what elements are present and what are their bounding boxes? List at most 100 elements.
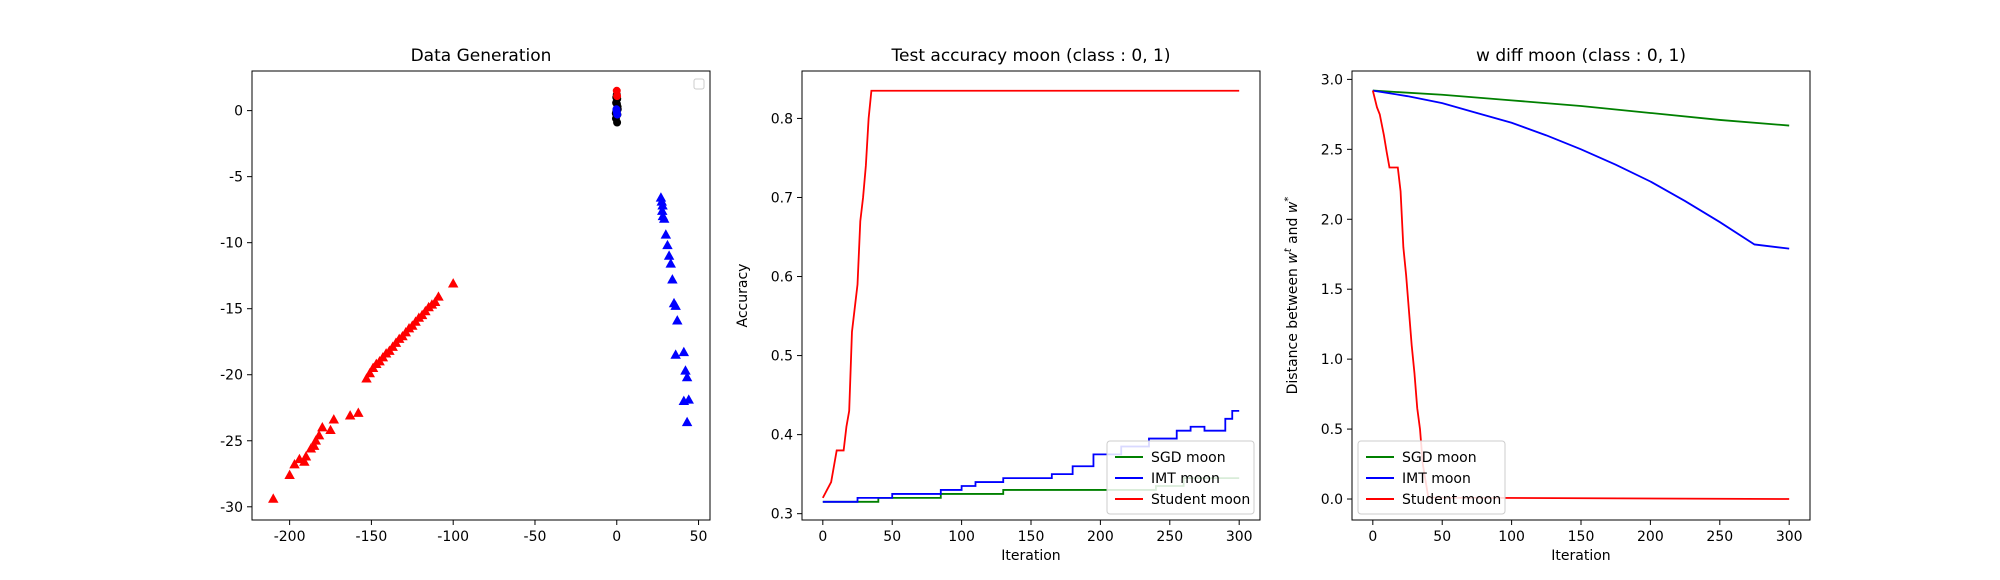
scatter-point-triangle [328, 414, 340, 424]
x-tick-label: 200 [1637, 529, 1664, 545]
y-axis-label-and: and [1285, 213, 1301, 248]
scatter-point-triangle [670, 300, 681, 310]
scatter-point-triangle [325, 424, 336, 435]
series-line-3 [822, 89, 1240, 499]
x-tick-label: -100 [437, 529, 469, 545]
y-tick-label: 0.5 [1321, 422, 1343, 438]
subplot-1: Data Generation -200 -150 -100 -50 0 50 0 -5 -10 -… [220, 46, 711, 545]
y-tick-label: -20 [220, 368, 243, 384]
scatter-point-triangle [680, 365, 691, 375]
scatter-point-triangle [667, 274, 678, 284]
legend-frame [1357, 440, 1506, 515]
y-tick-label: 1.5 [1321, 282, 1343, 298]
y-tick-label: 0.0 [1321, 492, 1343, 508]
y-tick-label: 2.0 [1321, 212, 1343, 228]
axes-frame [801, 70, 1261, 521]
x-tick-label: 0 [612, 529, 621, 545]
x-tick-label: 0 [1368, 529, 1377, 545]
scatter-point-triangle [681, 416, 693, 427]
scatter-point-triangle [655, 192, 667, 202]
scatter-point-triangle [317, 422, 328, 432]
scatter-point-triangle [353, 407, 364, 417]
y-tick-label: 0.5 [771, 349, 793, 365]
y-axis-label: Accuracy [735, 264, 751, 328]
scatter-point-triangle [447, 278, 459, 288]
scatter-point-triangle [657, 205, 668, 215]
scatter-point-triangle [284, 469, 295, 479]
x-tick-label: 0 [818, 529, 827, 545]
legend: SGD moon IMT moon Student moon [1106, 440, 1255, 515]
y-axis-label-w: w [1285, 252, 1301, 264]
scatter-point-circle [613, 118, 622, 127]
scatter-point-triangle [656, 196, 667, 206]
legend-label: SGD moon [1151, 450, 1226, 466]
y-tick-label: 0.3 [771, 507, 793, 523]
scatter-point-triangle [672, 315, 683, 325]
chart-title: Test accuracy moon (class : 0, 1) [891, 46, 1171, 66]
x-tick-label: 50 [1433, 529, 1451, 545]
chart-title: w diff moon (class : 0, 1) [1476, 46, 1686, 66]
series-line-3 [1371, 90, 1790, 500]
x-tick-label: 300 [1776, 529, 1803, 545]
subplot-2: Test accuracy moon (class : 0, 1) 0 50 100 1… [735, 46, 1261, 564]
scatter-point-triangle [678, 346, 690, 357]
series-line-1 [1372, 89, 1790, 127]
x-axis-label: Iteration [1001, 548, 1060, 564]
legend: SGD moon IMT moon Student moon [1357, 440, 1506, 515]
series-line-2 [1372, 89, 1790, 250]
scatter-point-triangle [300, 451, 312, 461]
scatter-point-triangle [364, 367, 375, 378]
scatter-point-triangle [657, 200, 668, 210]
x-tick-label: 100 [1498, 529, 1525, 545]
y-tick-label: 0.8 [771, 111, 793, 127]
subplot-3: w diff moon (class : 0, 1) 0 50 100 150 200 25… [1283, 46, 1811, 564]
y-tick-label: -30 [220, 500, 243, 516]
y-tick-label: -25 [220, 434, 243, 450]
chart-title: Data Generation [411, 46, 552, 66]
y-tick-label: 2.5 [1321, 142, 1343, 158]
scatter-point-triangle [299, 456, 310, 466]
scatter-point-triangle [310, 435, 322, 445]
y-tick-label: 0.6 [771, 270, 793, 286]
y-axis-label: Distance between wt and w* [1283, 197, 1301, 395]
scatter-point-triangle [683, 394, 694, 404]
scatter-point-triangle [344, 410, 356, 420]
x-tick-label: 100 [948, 529, 975, 545]
y-tick-label: 3.0 [1321, 72, 1343, 88]
y-axis-label-text: Distance between [1285, 264, 1301, 395]
legend-box-empty [693, 78, 705, 90]
y-tick-label: 0.4 [771, 428, 793, 444]
legend-label: SGD moon [1402, 450, 1477, 466]
scatter-point-circle [613, 110, 622, 119]
y-axis-label-w2: w [1285, 201, 1301, 213]
x-tick-label: 200 [1087, 529, 1114, 545]
x-tick-label: 50 [883, 529, 901, 545]
scatter-point-triangle [268, 493, 279, 503]
y-tick-label: 1.0 [1321, 352, 1343, 368]
y-tick-label: -15 [220, 302, 243, 318]
legend-label: IMT moon [1402, 471, 1471, 487]
x-tick-label: 50 [690, 529, 708, 545]
legend-label: Student moon [1402, 492, 1501, 508]
x-tick-label: 250 [1156, 529, 1183, 545]
scatter-point-triangle [429, 296, 441, 306]
scatter-point-triangle [662, 239, 673, 250]
scatter-point-triangle [660, 229, 672, 239]
scatter-point-triangle [663, 250, 675, 260]
scatter-point-triangle [361, 373, 372, 383]
y-axis-label-sup-star: * [1283, 197, 1294, 202]
x-tick-label: -150 [356, 529, 388, 545]
scatter-point-circle [613, 92, 622, 101]
scatter-point-triangle [313, 429, 325, 440]
legend-frame [1106, 440, 1255, 515]
scatter-point-triangle [670, 349, 681, 359]
plot-area [1371, 89, 1790, 500]
scatter-point-triangle [289, 459, 300, 469]
x-tick-label: -50 [524, 529, 547, 545]
axes-frame [1351, 70, 1811, 521]
y-tick-label: -5 [229, 170, 243, 186]
x-tick-label: 250 [1706, 529, 1733, 545]
series-line-2 [822, 410, 1240, 503]
y-axis-label-text: Accuracy [735, 264, 751, 328]
